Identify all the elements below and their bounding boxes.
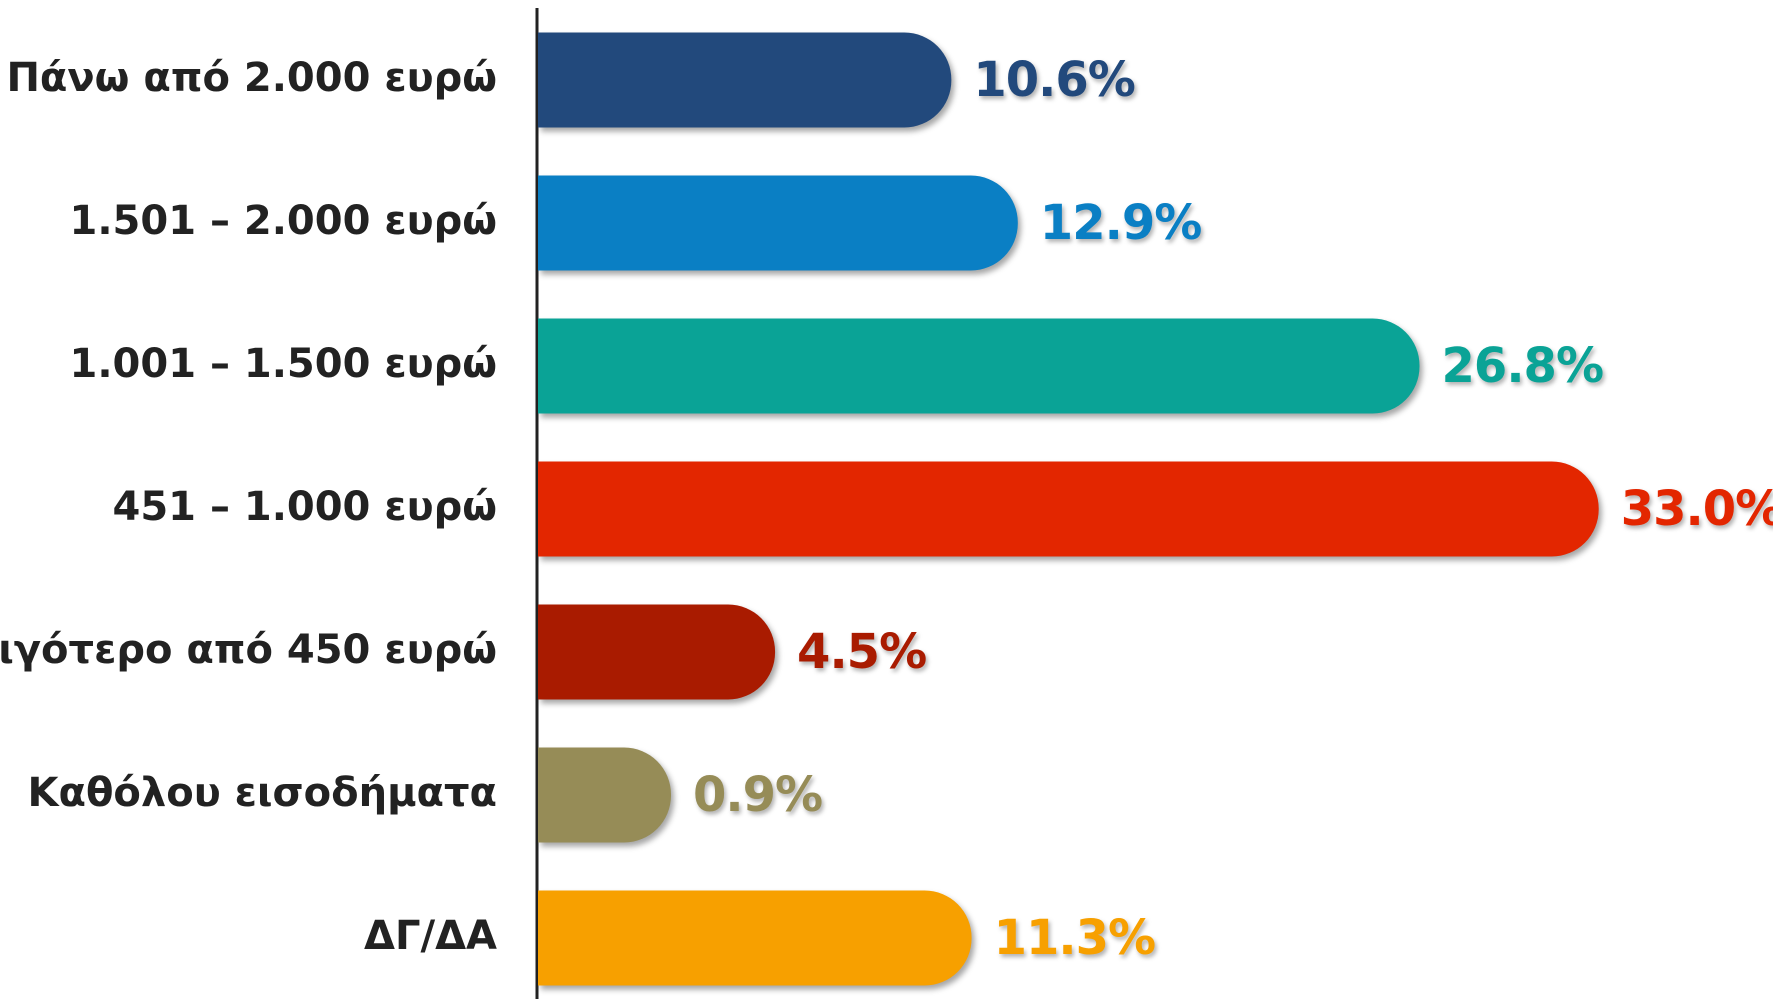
category-label: Λιγότερο από 450 ευρώ [0, 627, 497, 673]
category-label: 1.001 – 1.500 ευρώ [70, 341, 498, 387]
category-label: 1.501 – 2.000 ευρώ [70, 198, 498, 244]
category-label: 451 – 1.000 ευρώ [113, 484, 497, 530]
value-label: 0.9% [693, 767, 822, 823]
bar [538, 461, 1599, 557]
category-label: ΔΓ/ΔΑ [364, 913, 497, 959]
category-label: Καθόλου εισοδήματα [27, 770, 497, 816]
bar [538, 890, 972, 986]
value-label: 11.3% [994, 910, 1156, 966]
bar [538, 318, 1420, 414]
value-label: 12.9% [1040, 195, 1202, 251]
bar [538, 604, 776, 700]
value-label: 4.5% [797, 624, 926, 680]
category-label: Πάνω από 2.000 ευρώ [6, 55, 497, 101]
bar [538, 747, 672, 843]
value-label: 26.8% [1442, 338, 1604, 394]
bar [538, 175, 1018, 271]
bar [538, 32, 952, 128]
value-label: 10.6% [973, 52, 1135, 108]
value-label: 33.0% [1621, 481, 1773, 537]
